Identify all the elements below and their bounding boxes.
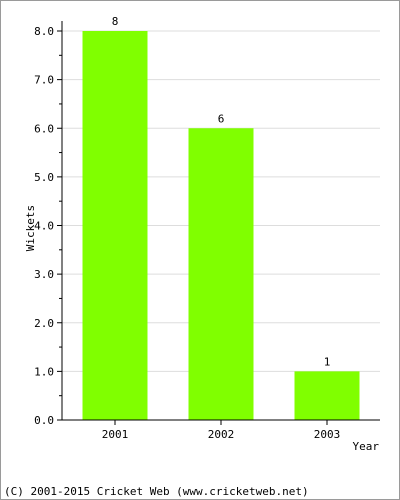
y-tick-label-2.0: 2.0 [34, 317, 54, 330]
y-tick-label-4.0: 4.0 [34, 220, 54, 233]
bars [82, 31, 360, 420]
x-tick-label-2003: 2003 [314, 428, 341, 441]
y-tick-label-3.0: 3.0 [34, 268, 54, 281]
x-tick-label-2002: 2002 [208, 428, 235, 441]
y-axis-label: Wickets [24, 205, 37, 251]
bar-2001 [82, 31, 148, 420]
x-tick-label-2001: 2001 [102, 428, 129, 441]
y-tick-label-5.0: 5.0 [34, 171, 54, 184]
y-tick-label-6.0: 6.0 [34, 122, 54, 135]
axes [57, 21, 380, 425]
data-label-2001: 8 [112, 15, 119, 28]
y-tick-label-0.0: 0.0 [34, 414, 54, 427]
y-tick-label-1.0: 1.0 [34, 365, 54, 378]
data-label-2002: 6 [218, 112, 225, 125]
y-tick-label-8.0: 8.0 [34, 25, 54, 38]
data-label-2003: 1 [324, 355, 331, 368]
copyright-footer: (C) 2001-2015 Cricket Web (www.cricketwe… [4, 485, 309, 498]
x-axis-label: Year [353, 440, 380, 453]
bar-2002 [188, 128, 254, 420]
labels: 0.0 1.0 2.0 3.0 4.0 5.0 6.0 7.0 8.0 8 2001 6 2002 1 20… [34, 15, 340, 441]
bar-2003 [294, 371, 360, 420]
y-tick-label-7.0: 7.0 [34, 74, 54, 87]
